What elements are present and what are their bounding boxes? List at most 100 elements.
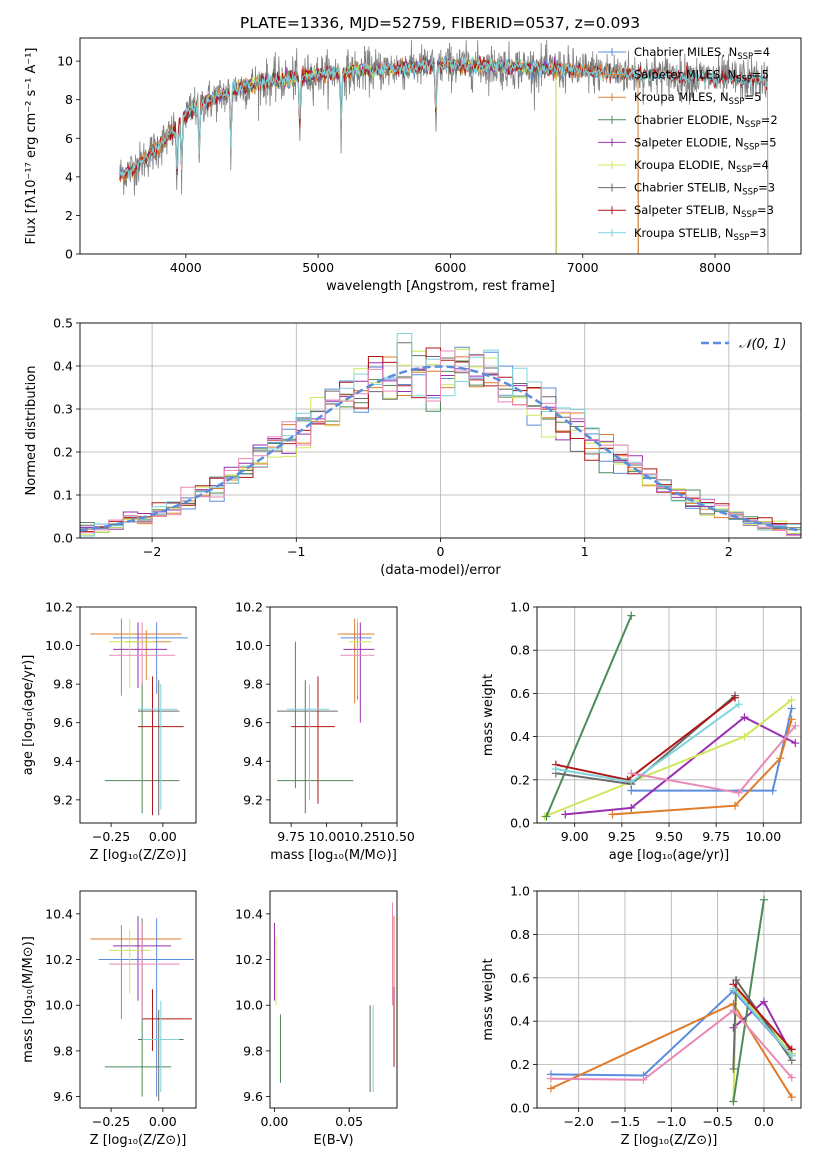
error-bars [90, 916, 194, 1102]
y-tick-label: 10.4 [45, 906, 73, 921]
y-tick-label: 9.2 [53, 792, 73, 807]
x-tick-label: 0 [437, 544, 445, 559]
y-tick-label: 10.2 [235, 952, 263, 967]
weight-marker [734, 700, 743, 709]
plot-frame [536, 606, 802, 824]
y-axis-label: age [log₁₀(age/yr)] [21, 655, 36, 776]
y-tick-label: 1.0 [510, 600, 530, 615]
y-tick-label: 0.0 [510, 1101, 530, 1116]
x-tick-label: −1 [287, 544, 305, 559]
x-axis-label: age [log₁₀(age/yr)] [609, 848, 730, 863]
x-tick-label: 6000 [435, 260, 467, 275]
weight-marker [759, 895, 768, 904]
error-bars [273, 902, 395, 1093]
y-tick-label: 9.8 [243, 677, 263, 692]
weight-marker [731, 693, 739, 702]
y-tick-label: 9.8 [53, 677, 73, 692]
weight-line [544, 699, 793, 818]
model-spectrum-line [119, 58, 639, 254]
y-tick-label: 9.6 [53, 1089, 73, 1104]
x-tick-label: −1.5 [610, 1114, 640, 1129]
plot-frame [269, 890, 398, 1109]
weight-marker [787, 1093, 796, 1102]
y-tick-label: 9.4 [53, 754, 73, 769]
x-axis-label: wavelength [Angstrom, rest frame] [326, 279, 555, 294]
histograms [80, 333, 801, 537]
legend-label: Chabrier MILES, NSSP=4 [634, 45, 770, 62]
y-tick-label: 0.4 [53, 359, 73, 374]
weight-marker [768, 786, 777, 795]
gaussian-curve [80, 365, 801, 532]
x-tick-label: 0.00 [261, 1114, 289, 1129]
residuals-panel: −2 −1 0 1 2 0.0 0.1 0.2 0.3 0.4 0.5 (data-model)/er… [24, 316, 802, 578]
weight-marker [639, 1075, 648, 1084]
y-tick-label: 0.0 [53, 531, 73, 546]
weight-line [555, 696, 736, 781]
model-spectrum-line [119, 57, 639, 254]
weight-lines [546, 895, 796, 1106]
y-tick-label: 9.6 [53, 715, 73, 730]
x-tick-label: 1 [581, 544, 589, 559]
y-tick-label: 0.8 [510, 927, 530, 942]
y-axis-label: Normed distribution [24, 366, 39, 496]
legend-label: Kroupa STELIB, NSSP=3 [634, 226, 766, 243]
y-tick-label: 10 [57, 54, 73, 69]
y-tick-label: 9.4 [243, 754, 263, 769]
weight-marker [729, 984, 738, 993]
y-tick-label: 0.5 [53, 316, 73, 331]
x-tick-label: 10.50 [379, 829, 415, 844]
weight-line [732, 983, 793, 1051]
y-tick-label: 10.4 [235, 906, 263, 921]
weight-marker [542, 812, 551, 821]
legend-label: 𝒩(0, 1) [739, 337, 786, 352]
y-tick-label: 2 [65, 208, 73, 223]
weight-marker [791, 721, 800, 730]
x-tick-label: −0.25 [92, 1114, 130, 1129]
plot-frame [79, 890, 197, 1109]
x-tick-label: −0.5 [702, 1114, 732, 1129]
y-tick-label: 9.8 [53, 1043, 73, 1058]
y-tick-label: 0.4 [510, 729, 530, 744]
x-tick-label: 10.00 [309, 829, 345, 844]
weight-marker [740, 713, 749, 722]
x-axis-label: Z [log₁₀(Z/Z⊙)] [90, 1133, 187, 1148]
weight-vs-metallicity-panel: −2.0 −1.5 −1.0 −0.5 0.0 0.0 0.2 0.4 0.6 0.8 1.0 Z [… [481, 884, 802, 1148]
weight-line [545, 615, 633, 817]
weight-marker [776, 754, 785, 763]
weight-marker [729, 1006, 738, 1015]
mass-vs-metallicity-panel: −0.25 0.00 9.6 9.8 10.0 10.2 10.4 Z [log₁₀(Z/Z⊙… [21, 890, 197, 1148]
y-tick-label: 9.6 [243, 1089, 263, 1104]
x-tick-label: 9.75 [277, 829, 305, 844]
plot-frame [79, 322, 802, 539]
x-tick-label: 2 [725, 544, 733, 559]
weight-marker [729, 1097, 738, 1106]
weight-line [565, 716, 796, 816]
y-axis-label: mass weight [481, 674, 496, 756]
weight-line [732, 987, 793, 1057]
x-tick-label: 4000 [170, 260, 202, 275]
mass-vs-extinction-panel: 0.00 0.05 9.6 9.8 10.0 10.2 10.4 E(B-V) [235, 890, 398, 1148]
weight-marker [740, 732, 749, 741]
x-axis-label: Z [log₁₀(Z/Z⊙)] [621, 1133, 718, 1148]
y-axis-label: Flux [fλ10⁻¹⁷ erg cm⁻² s⁻¹ A⁻¹] [24, 48, 39, 245]
y-tick-label: 9.6 [243, 715, 263, 730]
x-tick-label: 9.50 [655, 829, 683, 844]
y-tick-label: 0.3 [53, 402, 73, 417]
plot-frame [79, 606, 197, 824]
weight-marker [551, 765, 560, 773]
weight-marker [791, 739, 800, 748]
x-tick-label: 9.25 [608, 829, 636, 844]
weight-marker [627, 803, 636, 812]
x-tick-label: −0.25 [92, 829, 130, 844]
weight-lines [540, 611, 800, 821]
y-tick-label: 8 [65, 92, 73, 107]
legend-label: Chabrier STELIB, NSSP=3 [634, 181, 775, 198]
x-tick-label: 7000 [567, 260, 599, 275]
weight-marker [787, 695, 796, 704]
y-tick-label: 10.2 [235, 600, 263, 615]
y-tick-label: 0.4 [510, 1014, 530, 1029]
x-tick-label: 0.05 [335, 1114, 363, 1129]
weight-marker [561, 810, 570, 819]
y-tick-label: 10.0 [45, 998, 73, 1013]
